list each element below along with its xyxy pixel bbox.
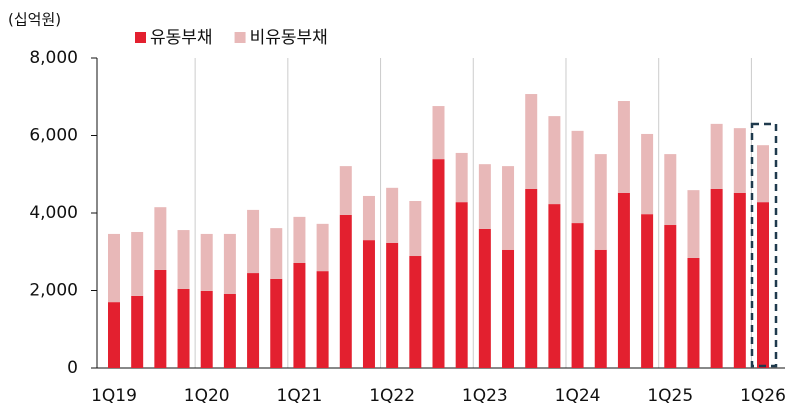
bar-segment xyxy=(293,216,306,263)
x-tick-label: 1Q23 xyxy=(462,386,508,406)
bar-segment xyxy=(757,202,769,368)
legend-swatch xyxy=(234,32,246,43)
bar-segment xyxy=(131,295,144,368)
bar-segment xyxy=(293,262,306,368)
bar-segment xyxy=(247,209,260,274)
bar-segment xyxy=(108,233,120,303)
x-tick-label: 1Q24 xyxy=(555,386,601,406)
bar-segment xyxy=(687,257,700,368)
bar-segment xyxy=(502,166,515,250)
bar-segment xyxy=(548,116,561,205)
bar-segment xyxy=(733,192,746,368)
bar-segment xyxy=(270,278,283,368)
bar-segment xyxy=(362,240,375,368)
bar-segment xyxy=(455,202,468,368)
bar-segment xyxy=(386,187,399,243)
bar-segment xyxy=(316,271,329,368)
bar-segment xyxy=(200,290,213,368)
bar-segment xyxy=(362,195,375,241)
y-tick-label: 8,000 xyxy=(29,48,78,68)
legend-swatch xyxy=(135,32,146,43)
bar-segment xyxy=(177,230,190,289)
bar-segment xyxy=(409,200,422,257)
bar-segment xyxy=(223,233,236,294)
bar-segment xyxy=(571,223,584,368)
bar-segment xyxy=(525,188,538,368)
bar-segment xyxy=(641,133,654,215)
bar-segment xyxy=(247,273,260,368)
y-tick-label: 0 xyxy=(67,358,78,378)
bar-segment xyxy=(502,249,515,368)
bar-segment xyxy=(594,154,607,250)
bar-segment xyxy=(177,288,190,368)
highlight-box xyxy=(750,122,778,368)
bar-segment xyxy=(200,233,213,291)
y-tick-label: 6,000 xyxy=(29,126,78,146)
x-tick-label: 1Q21 xyxy=(277,386,323,406)
bar-segment xyxy=(154,269,167,368)
bar-segment xyxy=(641,214,654,368)
bar-segment xyxy=(131,231,144,296)
bar-segment xyxy=(664,154,677,226)
bar-segment xyxy=(223,293,236,368)
bar-segment xyxy=(316,223,329,272)
x-tick-label: 1Q22 xyxy=(369,386,415,406)
bar-segment xyxy=(478,228,491,368)
bar-segment xyxy=(571,130,584,224)
bar-segment xyxy=(548,204,561,368)
y-tick-label: 2,000 xyxy=(29,281,78,301)
x-tick-label: 1Q20 xyxy=(184,386,230,406)
x-tick-label: 1Q26 xyxy=(740,386,786,406)
bar-segment xyxy=(432,106,445,160)
bar-segment xyxy=(270,228,283,279)
bar-segment xyxy=(432,159,445,368)
bar-segment xyxy=(733,128,746,193)
bar-segment xyxy=(617,192,630,368)
bar-segment xyxy=(154,207,167,270)
bar-segment xyxy=(478,164,491,229)
legend-label: 비유동부채 xyxy=(250,28,328,48)
bar-segment xyxy=(710,188,723,368)
y-axis-label: (십억원) xyxy=(8,11,61,29)
bar-segment xyxy=(339,166,352,215)
y-tick-label: 4,000 xyxy=(29,203,78,223)
bar-segment xyxy=(757,145,769,203)
x-tick-label: 1Q19 xyxy=(91,386,137,406)
bar-segment xyxy=(594,249,607,368)
bar-segment xyxy=(455,152,468,203)
bar-segment xyxy=(108,302,120,368)
bar-segment xyxy=(617,101,630,193)
bar-segment xyxy=(664,225,677,368)
bar-segment xyxy=(409,256,422,368)
bar-segment xyxy=(687,190,700,258)
x-tick-label: 1Q25 xyxy=(647,386,693,406)
bar-segment xyxy=(386,242,399,368)
bar-segment xyxy=(710,123,723,189)
bar-segment xyxy=(525,94,538,189)
legend-label: 유동부채 xyxy=(150,28,213,48)
bar-segment xyxy=(339,214,352,368)
